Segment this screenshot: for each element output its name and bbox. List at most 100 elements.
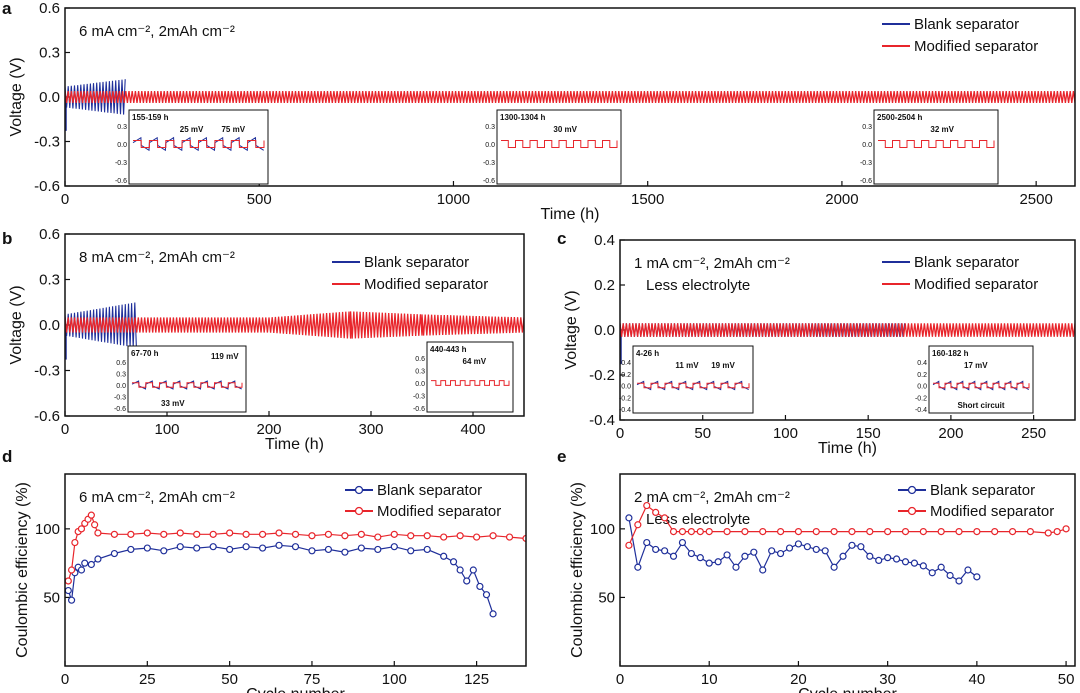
inset-annotation: Short circuit bbox=[957, 401, 1004, 410]
x-tick-label: 200 bbox=[256, 421, 281, 438]
data-point-modified-separator bbox=[71, 538, 79, 547]
legend-item: Blank separator bbox=[882, 16, 1019, 33]
data-point-blank-separator bbox=[463, 577, 471, 585]
legend-item: Blank separator bbox=[345, 482, 482, 499]
data-point-blank-separator bbox=[884, 554, 892, 562]
data-point-blank-separator bbox=[308, 547, 316, 555]
legend-label: Modified separator bbox=[377, 503, 501, 520]
inset-trace-modified bbox=[878, 140, 995, 148]
plot-frame bbox=[619, 239, 1076, 421]
panel-a: a 0 500 1000 1500 2000 2500 -0.6 -0.3 0.0 0.3 0.6 Ti… bbox=[2, 0, 1076, 223]
data-point-blank-separator bbox=[67, 596, 76, 604]
inset-frame bbox=[127, 345, 247, 413]
data-point-blank-separator bbox=[776, 549, 785, 558]
x-tick-label: 100 bbox=[382, 671, 407, 688]
legend-label: Blank separator bbox=[377, 482, 482, 499]
data-point-modified-separator bbox=[1053, 527, 1061, 536]
inset-y-tick-label: 0.0 bbox=[917, 384, 927, 391]
data-point-modified-separator bbox=[812, 527, 820, 536]
plot-frame bbox=[619, 473, 1076, 667]
x-tick-label: 1500 bbox=[631, 191, 664, 208]
data-point-blank-separator bbox=[65, 586, 72, 595]
plot-frame bbox=[64, 7, 1076, 187]
x-tick-label: 25 bbox=[139, 671, 156, 688]
inset-annotation: 17 mV bbox=[964, 361, 988, 370]
x-tick-label: 0 bbox=[61, 671, 69, 688]
data-point-modified-separator bbox=[110, 530, 118, 538]
inset-annotation: 75 mV bbox=[221, 125, 245, 134]
data-point-blank-separator bbox=[110, 549, 118, 558]
inset-y-tick-label: -0.4 bbox=[915, 407, 927, 414]
x-tick-label: 100 bbox=[773, 425, 798, 442]
inset-label: 1300-1304 h bbox=[500, 113, 545, 122]
legend-item: Modified separator bbox=[345, 503, 501, 520]
inset-y-tick-label: 0.3 bbox=[116, 372, 126, 379]
legend-label: Modified separator bbox=[914, 276, 1038, 293]
inset-y-tick-label: -0.4 bbox=[619, 407, 631, 414]
chart-title: 8 mA cm⁻², 2mAh cm⁻² bbox=[79, 249, 235, 266]
data-point-modified-separator bbox=[275, 529, 283, 537]
x-tick-label: 40 bbox=[969, 671, 986, 688]
data-point-modified-separator bbox=[1008, 527, 1017, 536]
inset-y-tick-label: -0.6 bbox=[413, 406, 425, 413]
data-point-blank-separator bbox=[919, 562, 927, 570]
x-axis-label: Time (h) bbox=[265, 436, 324, 453]
x-tick-label: 10 bbox=[701, 671, 718, 688]
data-point-modified-separator bbox=[991, 527, 999, 536]
inset-trace-modified bbox=[133, 140, 265, 148]
data-point-modified-separator bbox=[884, 527, 892, 536]
data-point-blank-separator bbox=[374, 545, 382, 554]
data-point-blank-separator bbox=[803, 543, 811, 551]
data-point-blank-separator bbox=[160, 547, 168, 555]
data-point-modified-separator bbox=[127, 530, 135, 538]
data-point-blank-separator bbox=[964, 566, 972, 574]
legend-label: Modified separator bbox=[930, 503, 1054, 520]
data-point-blank-separator bbox=[407, 547, 415, 555]
data-point-blank-separator bbox=[643, 538, 651, 547]
x-tick-label: 150 bbox=[856, 425, 881, 442]
data-point-modified-separator bbox=[505, 533, 514, 541]
data-point-modified-separator bbox=[143, 529, 151, 537]
chart-title: 2 mA cm⁻², 2mAh cm⁻² bbox=[634, 489, 790, 506]
inset-trace-modified bbox=[501, 140, 618, 148]
inset-y-tick-label: 0.3 bbox=[415, 369, 425, 376]
data-point-blank-separator bbox=[928, 569, 936, 577]
inset-y-tick-label: 0.4 bbox=[917, 360, 927, 367]
data-point-blank-separator bbox=[469, 566, 477, 574]
data-point-blank-separator bbox=[973, 573, 981, 581]
data-point-modified-separator bbox=[390, 530, 398, 538]
data-point-blank-separator bbox=[759, 566, 767, 574]
data-point-blank-separator bbox=[669, 552, 678, 560]
data-point-blank-separator bbox=[955, 577, 963, 585]
inset-y-tick-label: 0.3 bbox=[485, 124, 495, 131]
y-tick-label: 0.6 bbox=[39, 226, 60, 243]
data-point-modified-separator bbox=[741, 527, 749, 536]
data-point-modified-separator bbox=[794, 527, 803, 536]
panel-label: a bbox=[2, 0, 12, 18]
data-point-modified-separator bbox=[696, 527, 704, 536]
series-line-modified-separator bbox=[65, 91, 1075, 103]
data-point-blank-separator bbox=[661, 547, 669, 555]
panel-label: c bbox=[557, 229, 566, 248]
data-point-blank-separator bbox=[812, 545, 820, 554]
inset-trace-modified bbox=[933, 382, 1030, 389]
y-axis-label: Voltage (V) bbox=[8, 285, 25, 364]
data-point-modified-separator bbox=[661, 514, 669, 522]
data-point-blank-separator bbox=[242, 543, 250, 551]
x-tick-label: 0 bbox=[61, 421, 69, 438]
inset-annotation: 33 mV bbox=[161, 399, 185, 408]
data-point-blank-separator bbox=[324, 545, 333, 554]
data-point-blank-separator bbox=[476, 582, 484, 591]
x-tick-label: 0 bbox=[616, 425, 624, 442]
legend-item: Modified separator bbox=[898, 503, 1054, 520]
inset-y-tick-label: -0.2 bbox=[915, 395, 927, 402]
y-tick-label: 0.0 bbox=[594, 322, 615, 339]
y-axis-label: Voltage (V) bbox=[563, 290, 580, 369]
data-point-blank-separator bbox=[875, 556, 883, 565]
data-point-blank-separator bbox=[910, 559, 919, 567]
data-point-modified-separator bbox=[830, 527, 838, 536]
inset-label: 155-159 h bbox=[132, 113, 169, 122]
y-axis-label: Voltage (V) bbox=[8, 57, 25, 136]
data-point-modified-separator bbox=[669, 527, 678, 536]
y-tick-label: -0.4 bbox=[589, 412, 615, 429]
